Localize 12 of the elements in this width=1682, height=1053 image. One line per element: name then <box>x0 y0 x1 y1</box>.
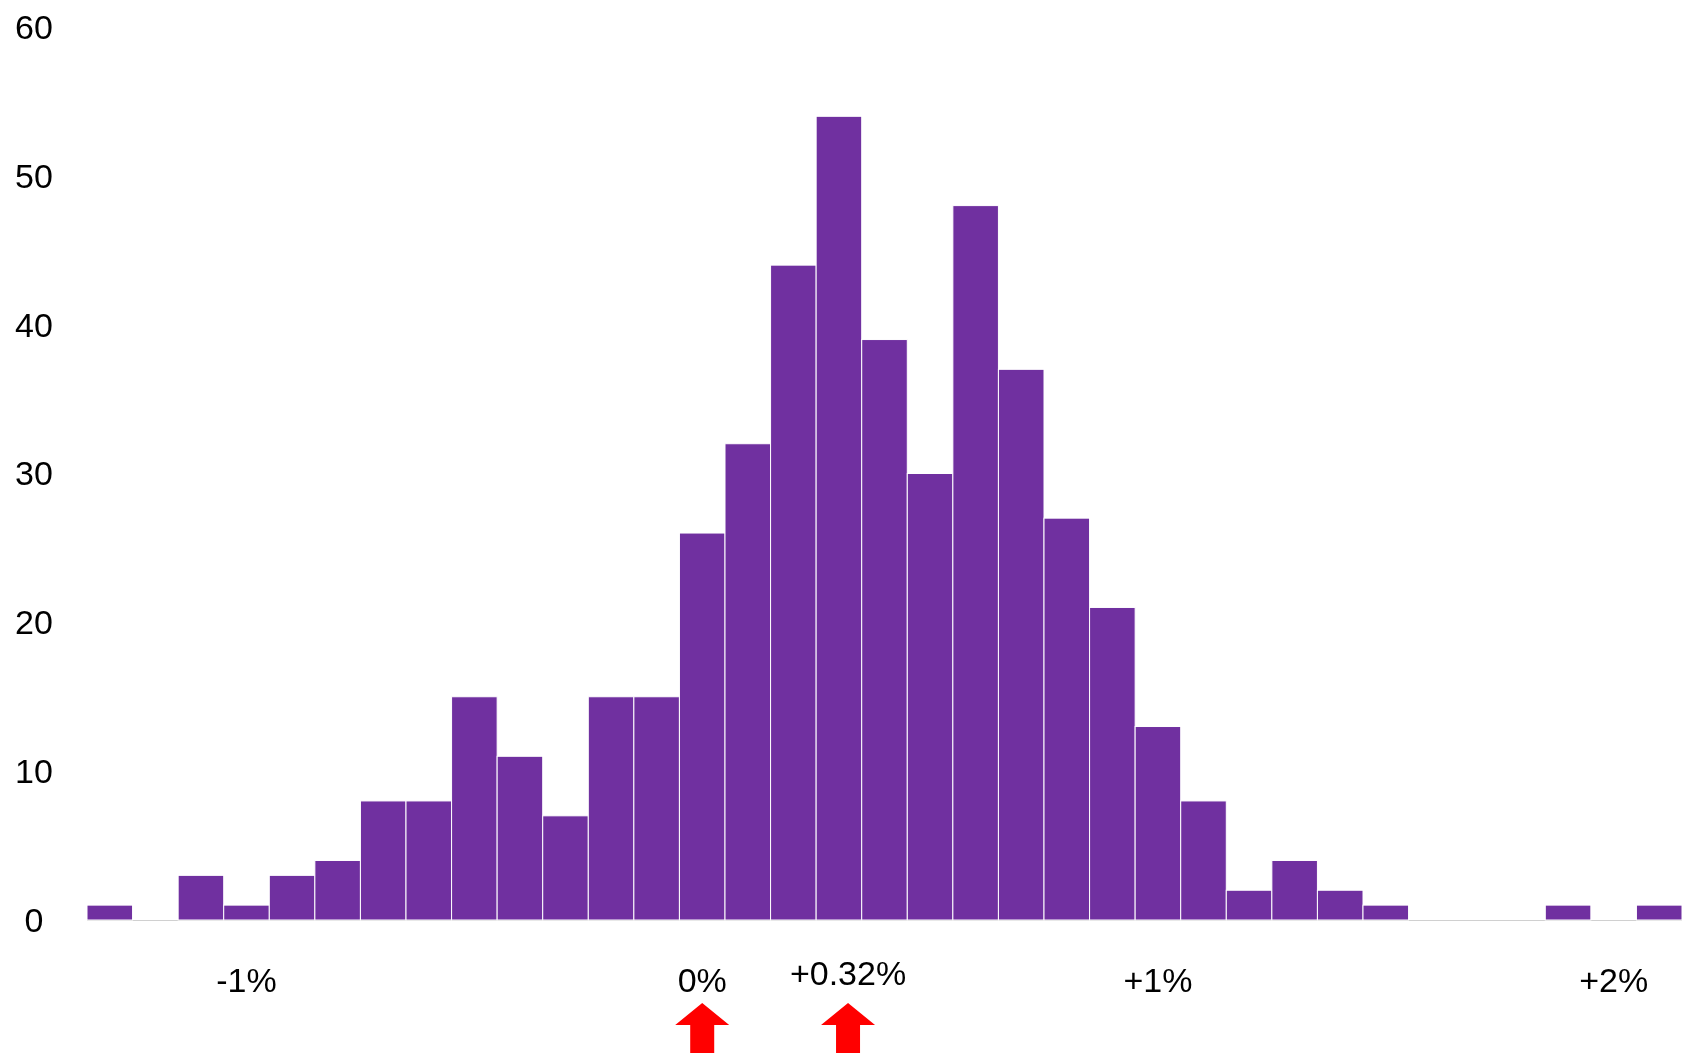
y-tick-label: 10 <box>15 752 53 791</box>
x-tick-label: -1% <box>216 961 277 999</box>
x-tick-label: 0% <box>677 961 727 999</box>
y-tick-label: 30 <box>15 454 53 493</box>
y-tick-label: 20 <box>15 603 53 642</box>
x-tick-label: +1% <box>1123 961 1193 999</box>
x-tick-label: +2% <box>1579 961 1649 999</box>
x-tick-label: +0.32% <box>789 954 907 992</box>
y-tick-label: 50 <box>15 156 53 195</box>
y-tick-label: 40 <box>15 305 53 344</box>
y-tick-label: 0 <box>24 900 44 939</box>
y-tick-label: 60 <box>15 7 53 46</box>
